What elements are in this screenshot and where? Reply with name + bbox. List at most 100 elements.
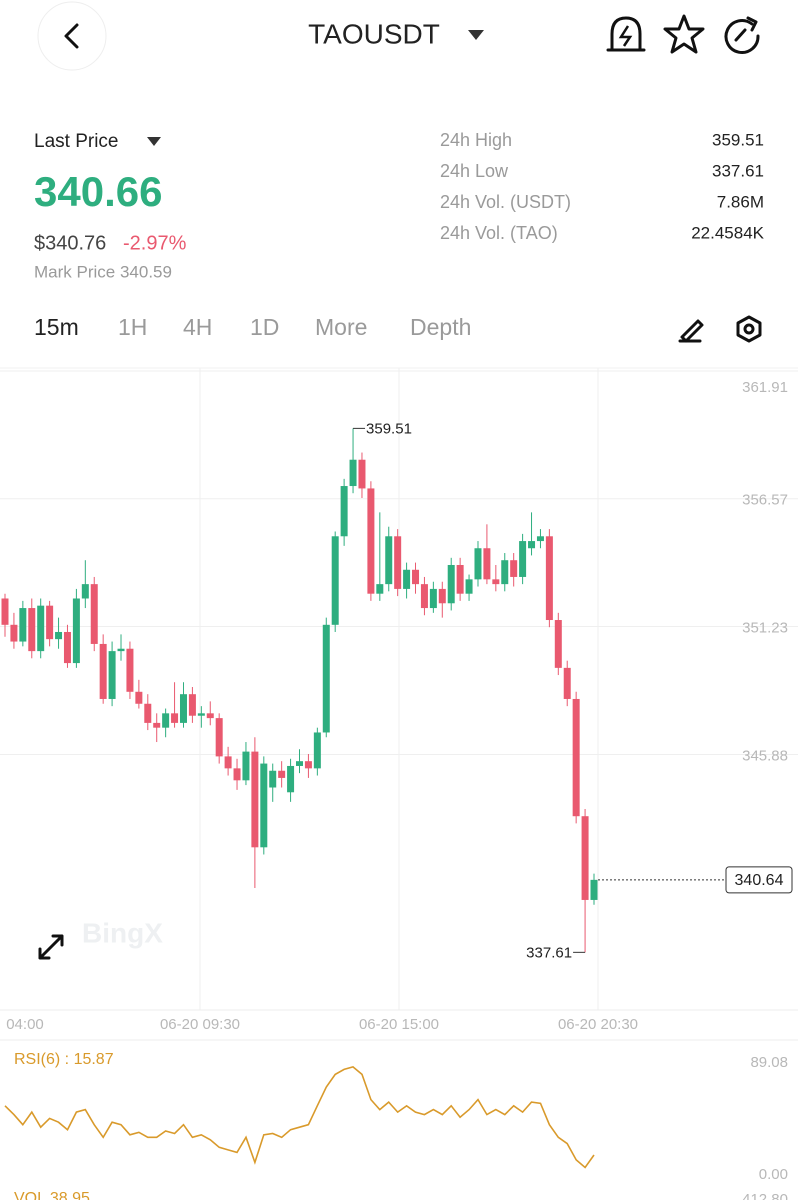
candle-body <box>233 768 241 781</box>
candle-body <box>536 536 544 542</box>
candle-body <box>438 588 446 604</box>
interval-tab[interactable]: 15m <box>34 314 79 340</box>
candle-body <box>10 624 18 642</box>
interval-tab[interactable]: Depth <box>410 314 471 340</box>
candle-body <box>162 713 170 728</box>
candle-body <box>1 598 9 625</box>
candle-body <box>581 816 589 900</box>
last-price: 340.66 <box>34 168 162 215</box>
candle-body <box>545 536 553 621</box>
candle-body <box>331 536 339 625</box>
candle-body <box>501 560 509 585</box>
candle-body <box>590 879 598 900</box>
back-icon <box>64 23 79 49</box>
candle-body <box>474 548 482 580</box>
candle-body <box>188 694 196 716</box>
rsi-label: RSI(6) : 15.87 <box>14 1051 114 1068</box>
candle-body <box>99 643 107 699</box>
candle-body <box>394 536 402 589</box>
candle-body <box>483 548 491 580</box>
candle-body <box>456 564 464 594</box>
candle-body <box>269 770 277 788</box>
stat-label: 24h Vol. (TAO) <box>440 223 558 243</box>
candle-body <box>72 598 80 664</box>
alert-button[interactable] <box>606 16 646 52</box>
x-tick-label: 04:00 <box>6 1016 44 1033</box>
x-tick-label: 06-20 15:00 <box>359 1016 439 1033</box>
candle-body <box>322 624 330 733</box>
settings-button[interactable] <box>736 315 762 343</box>
candle-body <box>367 488 375 594</box>
candle-body <box>465 579 473 594</box>
volume-tick-label: 412.80 <box>742 1191 788 1200</box>
candle-body <box>510 560 518 577</box>
candle-body <box>224 756 232 769</box>
candle-body <box>135 691 143 704</box>
candle-body <box>171 713 179 723</box>
candle-body <box>19 608 27 642</box>
rsi-tick-label: 0.00 <box>759 1166 788 1183</box>
candle-body <box>554 620 562 668</box>
stat-label: 24h Low <box>440 161 509 181</box>
candle-body <box>296 761 303 766</box>
candle-body <box>304 761 312 769</box>
candle-body <box>242 751 250 781</box>
candle-body <box>108 651 116 699</box>
stat-value: 359.51 <box>712 130 764 149</box>
candle-body <box>340 486 348 537</box>
candle-body <box>63 631 71 664</box>
volume-label: VOL 38.95 <box>14 1190 90 1200</box>
candle-body <box>563 667 571 699</box>
candle-body <box>528 541 536 549</box>
candle-body <box>313 732 321 769</box>
candle-body <box>215 718 223 757</box>
candle-body <box>90 584 98 644</box>
stat-label: 24h High <box>440 130 512 150</box>
candle-body <box>55 631 63 640</box>
interval-tab[interactable]: 1H <box>118 314 147 340</box>
interval-tab[interactable]: 1D <box>250 314 279 340</box>
rsi-line <box>4 1066 595 1169</box>
candle-body <box>358 459 366 489</box>
x-tick-label: 06-20 09:30 <box>160 1016 240 1033</box>
candle-body <box>385 536 393 585</box>
candle-body <box>429 588 437 609</box>
price-change: -2.97% <box>123 232 187 254</box>
favorite-button[interactable] <box>663 14 705 54</box>
interval-tab[interactable]: More <box>315 314 367 340</box>
candle-body <box>260 763 268 848</box>
refresh-button[interactable] <box>724 16 760 54</box>
back-button[interactable] <box>37 1 107 71</box>
expand-button[interactable] <box>38 934 64 960</box>
candle-body <box>117 648 125 652</box>
low-marker: 337.61 <box>526 944 572 961</box>
candle-body <box>46 605 54 640</box>
candle-body <box>37 605 45 652</box>
x-tick-label: 06-20 20:30 <box>558 1016 638 1033</box>
high-marker: 359.51 <box>366 420 412 437</box>
interval-tab[interactable]: 4H <box>183 314 212 340</box>
stat-label: 24h Vol. (USDT) <box>440 192 571 212</box>
price-dropdown[interactable] <box>147 137 161 146</box>
candle-body <box>179 694 187 723</box>
watermark: BingX <box>82 917 163 948</box>
stat-value: 337.61 <box>712 161 764 180</box>
candle-body <box>349 459 357 487</box>
candle-body <box>447 564 455 604</box>
y-tick-label: 351.23 <box>742 619 788 636</box>
draw-tool[interactable] <box>678 319 704 343</box>
candle-body <box>197 713 205 716</box>
candle-body <box>519 541 527 577</box>
candle-body <box>28 608 36 652</box>
usd-price: $340.76 <box>34 232 106 254</box>
candle-body <box>278 770 286 778</box>
candle-body <box>206 713 214 719</box>
last-price-label: Last Price <box>34 131 118 152</box>
current-price-label: 340.64 <box>735 872 784 889</box>
symbol-dropdown[interactable] <box>468 30 484 40</box>
candle-body <box>403 569 411 589</box>
y-tick-label: 345.88 <box>742 747 788 764</box>
candle-body <box>420 584 428 609</box>
candle-body <box>492 579 500 585</box>
